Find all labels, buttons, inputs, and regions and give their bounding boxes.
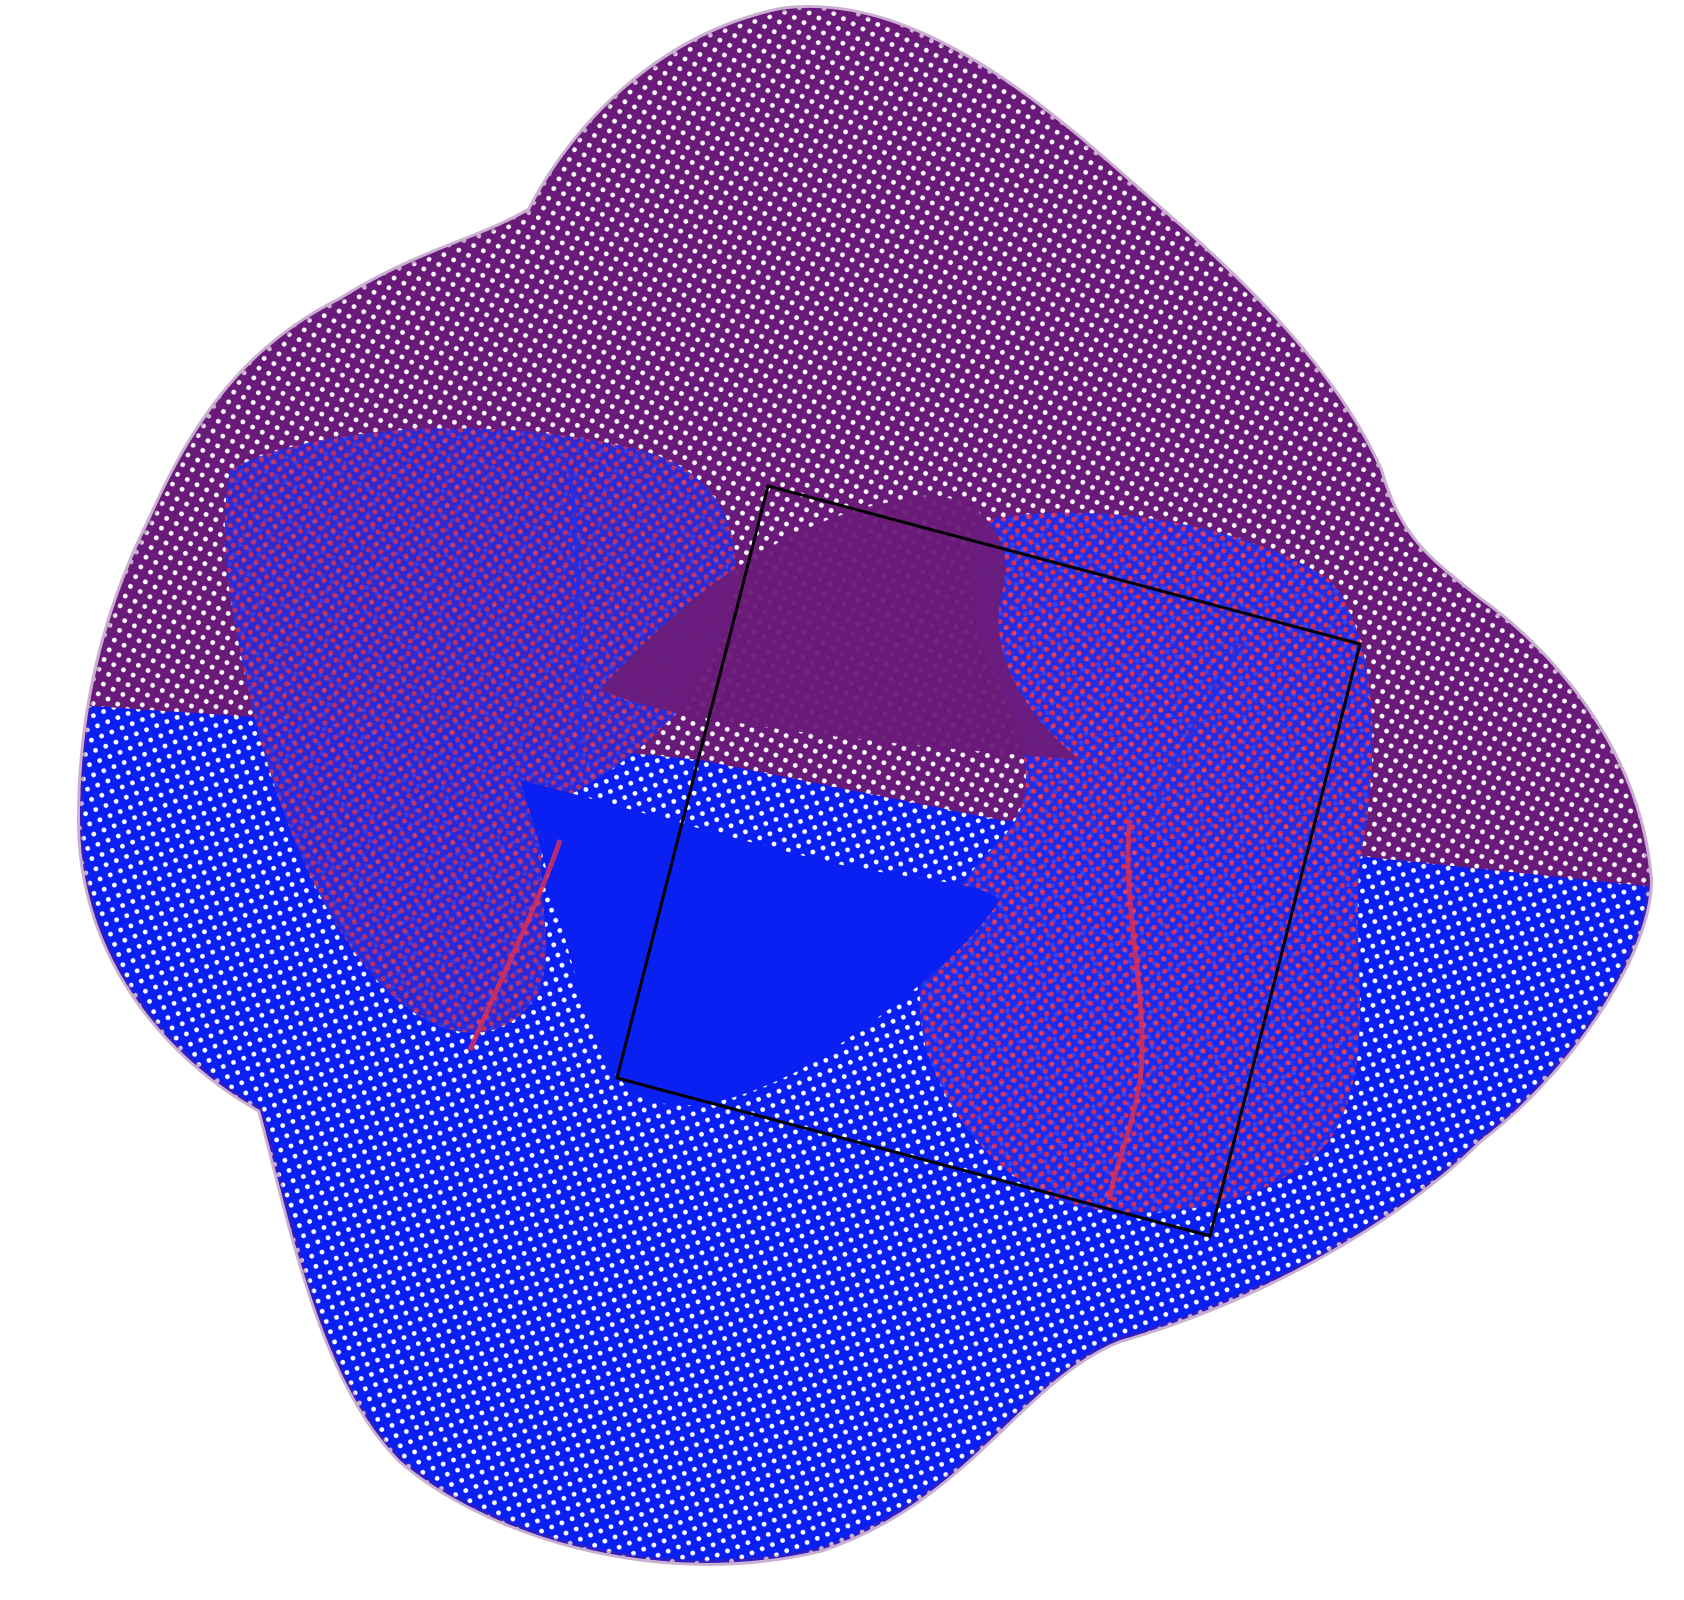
surface-rim xyxy=(76,5,1654,1566)
blue-ridge-right xyxy=(1148,639,1242,821)
red-ridge-left xyxy=(467,839,563,1051)
central-purple-wedge xyxy=(600,496,1080,760)
red-ridge-right xyxy=(1107,819,1145,1201)
central-blue-wedge xyxy=(520,780,1000,1106)
blue-ridge-left xyxy=(568,469,582,761)
rotated-square-outline xyxy=(615,484,1362,1238)
inner-left-lobe xyxy=(224,428,736,1033)
